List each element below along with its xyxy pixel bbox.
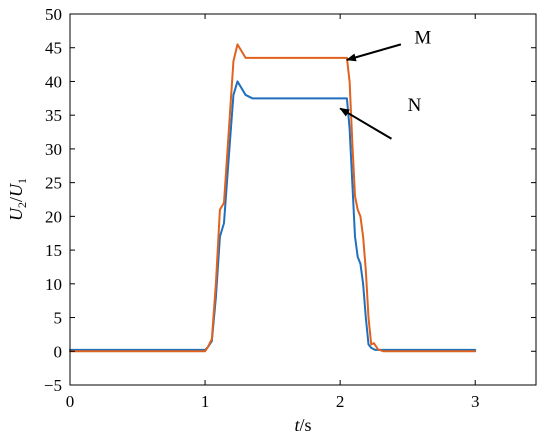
- series-layer: [69, 43, 477, 353]
- series-line-1: [69, 80, 477, 351]
- y-tick-label: 20: [45, 207, 62, 226]
- y-tick-label: 5: [54, 309, 63, 328]
- y-tick-label: 10: [45, 275, 62, 294]
- annotation-arrow: [339, 107, 392, 140]
- y-label-slash: /: [6, 197, 26, 202]
- annotation-arrow: [345, 43, 402, 62]
- y-label-numerator: U: [6, 207, 26, 221]
- y-tick-label: 0: [54, 342, 63, 361]
- y-label-denominator: U: [6, 183, 26, 197]
- y-tick-label: 30: [45, 140, 62, 159]
- y-tick-label: 25: [45, 174, 62, 193]
- y-tick-label: −5: [44, 376, 62, 395]
- annotation-layer: MN: [339, 28, 431, 140]
- y-label-numerator-sub: 2: [15, 202, 29, 208]
- x-tick-label: 3: [471, 392, 480, 411]
- annotation-label: N: [408, 95, 422, 116]
- series-line-2: [69, 43, 477, 353]
- x-tick-label: 1: [201, 392, 210, 411]
- y-tick-label: 50: [45, 5, 62, 24]
- plot-frame: [69, 13, 537, 386]
- y-axis-label: U2/U1: [6, 178, 29, 221]
- x-tick-label: 0: [66, 392, 75, 411]
- x-tick-label: 2: [336, 392, 345, 411]
- x-axis-unit: /s: [300, 415, 312, 435]
- y-label-denominator-sub: 1: [15, 178, 29, 184]
- y-tick-label: 35: [45, 106, 62, 125]
- x-axis-label: t/s: [294, 415, 311, 435]
- y-tick-label: 45: [45, 39, 62, 58]
- x-axis-variable: t: [294, 415, 300, 435]
- y-tick-label: 15: [45, 241, 62, 260]
- y-tick-label: 40: [45, 72, 62, 91]
- annotation-label: M: [414, 28, 431, 49]
